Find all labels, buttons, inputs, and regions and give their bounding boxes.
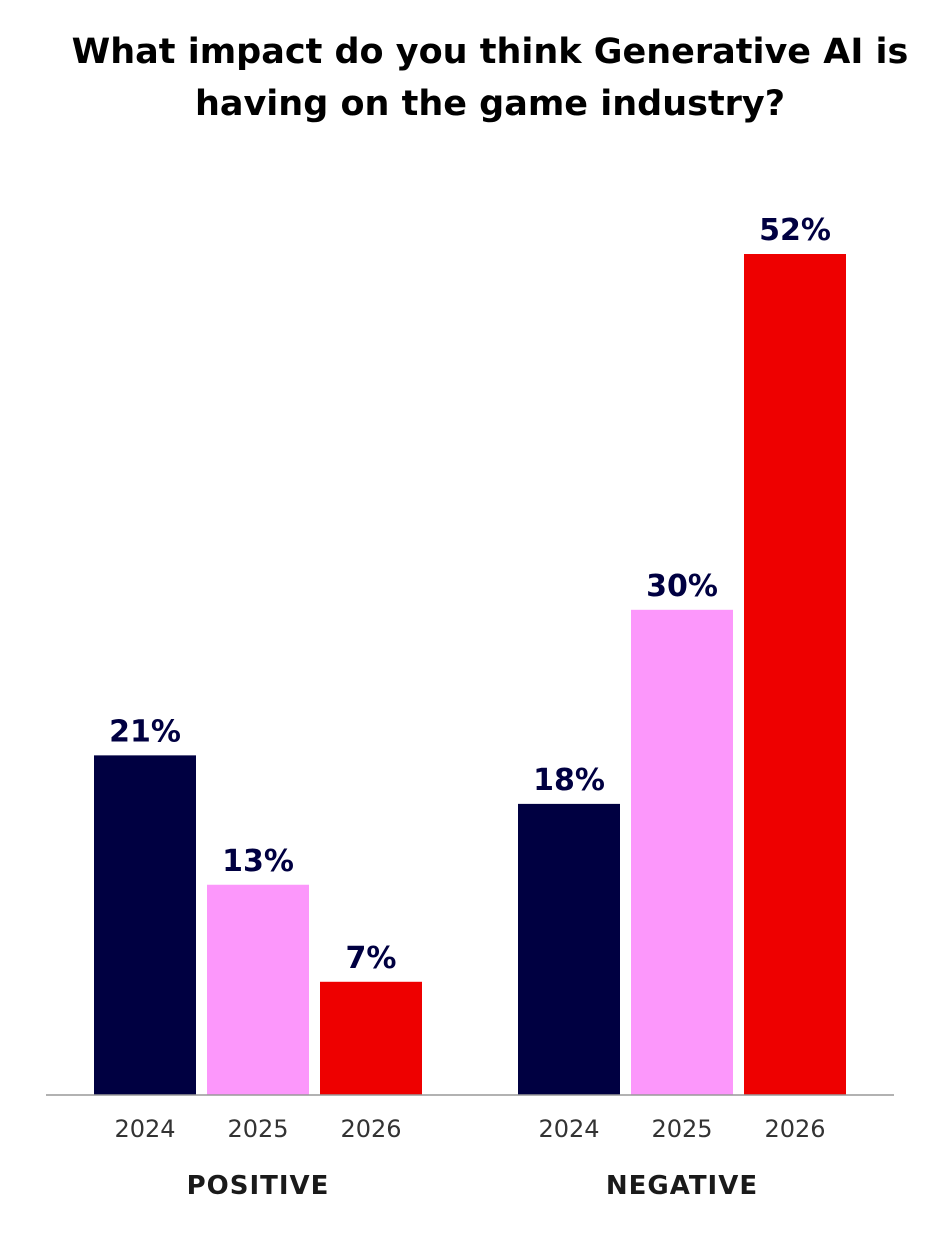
tick-label-negative-2025: 2025 xyxy=(651,1115,712,1143)
bar-negative-2025 xyxy=(631,609,733,1095)
tick-label-positive-2026: 2026 xyxy=(340,1115,401,1143)
data-label-negative-2024: 18% xyxy=(533,763,605,798)
bar-positive-2025 xyxy=(207,884,309,1095)
data-label-positive-2025: 13% xyxy=(222,844,294,879)
group-label-negative: NEGATIVE xyxy=(606,1171,758,1201)
bar-negative-2024 xyxy=(518,803,620,1095)
chart-title: What impact do you think Generative AI i… xyxy=(71,32,909,124)
data-label-negative-2026: 52% xyxy=(759,213,831,248)
data-label-negative-2025: 30% xyxy=(646,569,718,604)
group-label-positive: POSITIVE xyxy=(187,1171,330,1201)
bar-negative-2026 xyxy=(744,254,846,1095)
tick-label-positive-2024: 2024 xyxy=(114,1115,175,1143)
data-label-positive-2024: 21% xyxy=(109,714,181,749)
tick-label-negative-2026: 2026 xyxy=(764,1115,825,1143)
labels-layer: 21% 2024 13% 2025 7% 2026 POSITIVE 18% 2024 30% 20… xyxy=(109,213,831,1201)
bars-layer xyxy=(94,254,846,1095)
bar-positive-2026 xyxy=(320,981,422,1095)
tick-label-negative-2024: 2024 xyxy=(538,1115,599,1143)
tick-label-positive-2025: 2025 xyxy=(227,1115,288,1143)
bar-positive-2024 xyxy=(94,755,196,1095)
data-label-positive-2026: 7% xyxy=(346,941,397,976)
